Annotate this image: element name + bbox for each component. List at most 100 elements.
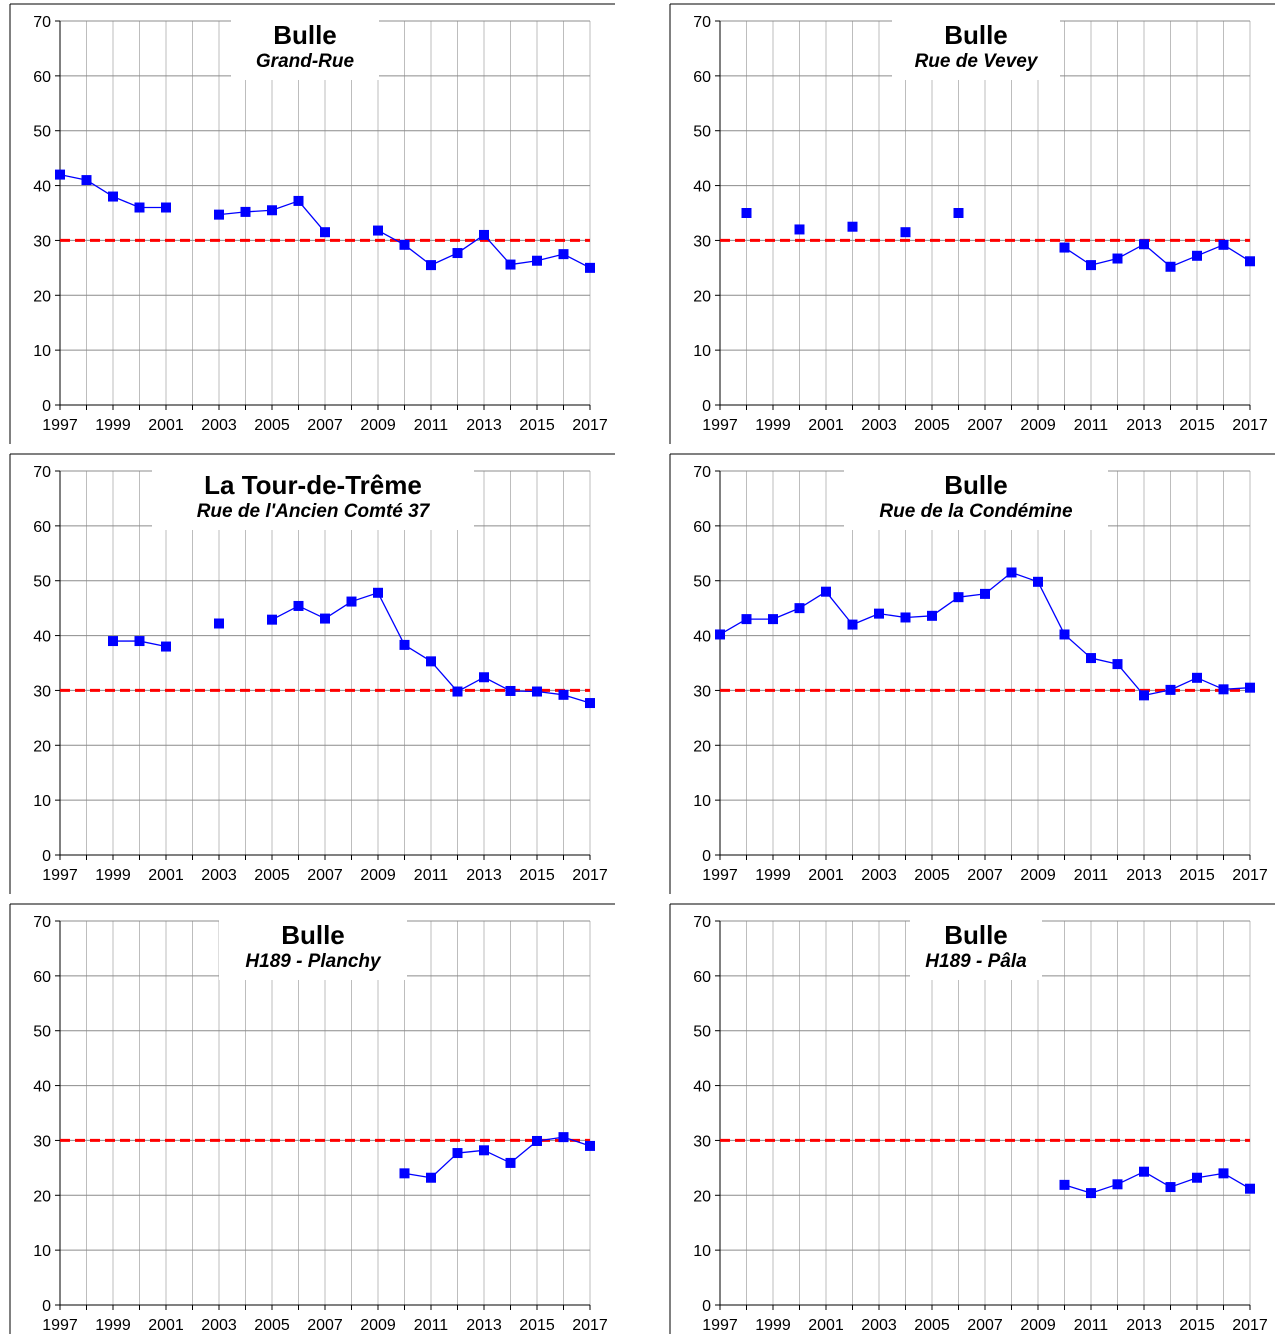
data-point xyxy=(134,636,145,647)
x-tick-label: 1999 xyxy=(755,417,791,434)
x-tick-label: 1997 xyxy=(702,417,738,434)
data-point xyxy=(1086,260,1096,271)
data-point xyxy=(1139,239,1149,250)
y-tick-label: 20 xyxy=(33,1188,51,1205)
y-tick-label: 10 xyxy=(33,343,51,360)
x-tick-label: 2015 xyxy=(1179,867,1215,884)
data-point xyxy=(1059,242,1070,253)
x-tick-label: 2001 xyxy=(808,1317,844,1334)
series-segment xyxy=(825,591,854,626)
y-tick-label: 40 xyxy=(693,1079,711,1096)
data-point xyxy=(108,636,118,647)
data-point xyxy=(293,195,304,206)
x-tick-label: 2007 xyxy=(307,417,343,434)
x-tick-label: 2013 xyxy=(466,417,502,434)
data-point xyxy=(452,1148,463,1159)
chart-title-box: La Tour-de-Trême Rue de l'Ancien Comté 3… xyxy=(152,470,474,530)
data-point xyxy=(373,225,383,236)
chart-panel-h189-planchy: 0 10 20 30 40 50 60 70 1997 1999 2001 2003 2005 2007 2… xyxy=(9,903,615,1334)
chart-svg-h189-planchy: 0 10 20 30 40 50 60 70 1997 1999 2001 2003 2005 2007 2… xyxy=(9,903,615,1334)
x-tick-labels: 1997 1999 2001 2003 2005 2007 2009 2011 2013 2015… xyxy=(702,417,1268,434)
x-tick-label: 2017 xyxy=(572,867,608,884)
data-point xyxy=(426,260,436,271)
x-tick-label: 2005 xyxy=(254,867,290,884)
data-point xyxy=(479,229,489,240)
x-tick-label: 2009 xyxy=(360,1317,396,1334)
data-point xyxy=(1245,1183,1255,1194)
chart-svg-h189-pala: 0 10 20 30 40 50 60 70 1997 1999 2001 2003 2005 2007 2… xyxy=(669,903,1275,1334)
data-point xyxy=(161,202,171,213)
data-point xyxy=(214,209,224,220)
series xyxy=(399,1132,595,1183)
data-point xyxy=(1112,1179,1123,1190)
data-point xyxy=(1165,261,1176,272)
data-point xyxy=(532,255,542,266)
x-tick-label: 1997 xyxy=(42,417,78,434)
data-point xyxy=(373,587,383,598)
data-point xyxy=(320,613,330,624)
chart-subtitle: H189 - Planchy xyxy=(245,951,381,972)
chart-title-box: Bulle H189 - Planchy xyxy=(219,920,407,980)
data-point xyxy=(585,262,595,273)
data-point xyxy=(1139,690,1149,701)
data-point xyxy=(134,202,145,213)
data-point xyxy=(980,588,990,599)
y-tick-label: 0 xyxy=(702,848,711,865)
data-point xyxy=(1165,1182,1176,1193)
data-point xyxy=(532,1135,542,1146)
series-segment xyxy=(430,660,458,692)
y-tick-label: 60 xyxy=(33,519,51,536)
data-point xyxy=(1139,1166,1149,1177)
data-point xyxy=(1059,629,1070,640)
data-point xyxy=(558,1132,569,1143)
x-tick-label: 1997 xyxy=(42,1317,78,1334)
chart-title: La Tour-de-Trême xyxy=(204,470,422,500)
data-point xyxy=(794,603,805,614)
series xyxy=(715,567,1255,701)
data-point xyxy=(1112,659,1123,670)
chart-title: Bulle xyxy=(281,920,345,950)
chart-title-box: Bulle H189 - Pâla xyxy=(910,920,1042,980)
x-tick-label: 2009 xyxy=(1020,417,1056,434)
data-point xyxy=(532,686,542,697)
x-tick-label: 1999 xyxy=(95,1317,131,1334)
data-point xyxy=(927,610,937,621)
y-tick-label: 50 xyxy=(33,574,51,591)
chart-title: Bulle xyxy=(273,20,337,50)
y-tick-label: 40 xyxy=(33,629,51,646)
y-tick-label: 30 xyxy=(33,1133,51,1150)
x-tick-label: 2015 xyxy=(519,867,555,884)
x-tick-label: 2009 xyxy=(360,417,396,434)
data-point xyxy=(1112,253,1123,264)
x-tick-label: 2005 xyxy=(254,1317,290,1334)
data-point xyxy=(1192,1172,1202,1183)
y-tick-label: 40 xyxy=(33,179,51,196)
data-point xyxy=(1192,250,1202,261)
x-tick-label: 2013 xyxy=(466,867,502,884)
y-tick-label: 50 xyxy=(33,124,51,141)
x-tick-label: 2001 xyxy=(148,417,184,434)
data-point xyxy=(505,1157,516,1168)
data-point xyxy=(558,689,569,700)
x-tick-label: 2001 xyxy=(808,867,844,884)
x-tick-label: 2003 xyxy=(201,1317,237,1334)
x-tick-label: 2017 xyxy=(572,417,608,434)
y-tick-label: 30 xyxy=(693,683,711,700)
data-point xyxy=(900,227,911,238)
data-point xyxy=(900,612,911,623)
data-point xyxy=(847,221,858,232)
data-point xyxy=(821,586,831,597)
y-tick-label: 10 xyxy=(693,793,711,810)
data-point xyxy=(953,592,964,603)
data-point xyxy=(479,1145,489,1156)
y-tick-label: 10 xyxy=(33,793,51,810)
y-tick-label: 70 xyxy=(693,914,711,931)
x-tick-label: 2003 xyxy=(201,417,237,434)
data-point xyxy=(1059,1179,1070,1190)
x-tick-label: 2007 xyxy=(967,1317,1003,1334)
y-tick-label: 20 xyxy=(33,738,51,755)
data-point xyxy=(558,249,569,260)
data-point xyxy=(108,191,118,202)
y-tick-labels: 0 10 20 30 40 50 60 70 xyxy=(693,14,711,415)
x-tick-label: 2005 xyxy=(914,417,950,434)
